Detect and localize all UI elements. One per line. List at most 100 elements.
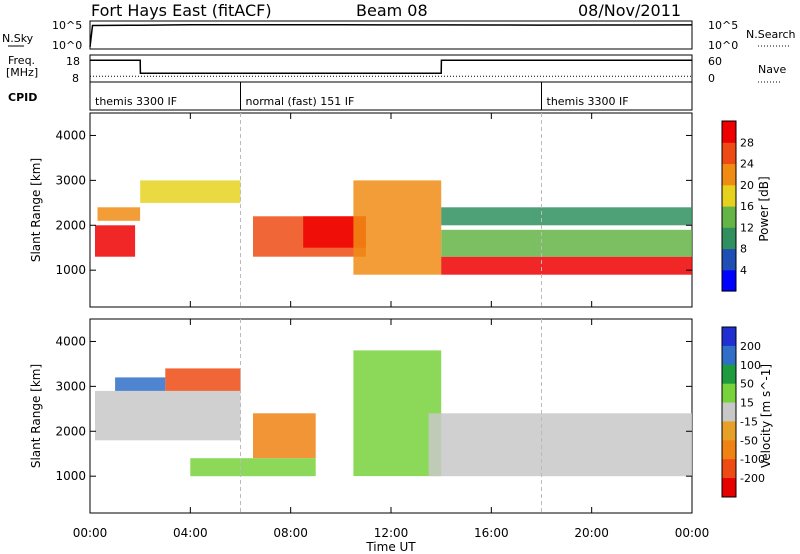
colorbar-swatch <box>722 421 736 441</box>
cpid-segment-label: themis 3300 IF <box>95 95 177 108</box>
colorbar-swatch <box>722 383 736 404</box>
freq-line <box>90 59 692 75</box>
colorbar-swatch <box>722 248 736 271</box>
cpid-segment-label: themis 3300 IF <box>547 95 629 108</box>
data-band <box>441 256 692 275</box>
freq-left-tick-top: 18 <box>66 55 80 68</box>
colorbar-tick-label: 8 <box>740 243 747 256</box>
data-band <box>253 413 316 459</box>
cpid-label: CPID <box>8 91 37 104</box>
data-band <box>353 180 442 275</box>
cpid-segment-label: normal (fast) 151 IF <box>246 95 355 108</box>
noise-left-tick-top: 10^5 <box>52 19 82 32</box>
x-tick-label: 16:00 <box>474 526 509 540</box>
data-band <box>190 458 316 477</box>
colorbar-swatch <box>722 163 736 186</box>
power-colorbar: 4 8 12 16 20 24 28 <box>721 120 754 292</box>
noise-right-tick-bottom: 10^0 <box>708 39 738 52</box>
data-band <box>353 350 442 477</box>
nave-label: Nave <box>758 63 786 76</box>
colorbar-swatch <box>722 227 736 250</box>
y-tick-label: 4000 <box>55 128 86 142</box>
power-data <box>95 113 692 307</box>
power-axis: 1000 2000 3000 4000 <box>55 113 693 307</box>
colorbar-swatch <box>722 269 736 292</box>
beam-label: Beam 08 <box>356 1 428 20</box>
data-band <box>441 207 692 226</box>
noise-search-label: N.Search <box>746 28 796 41</box>
freq-label-2: [MHz] <box>6 66 38 79</box>
colorbar-tick-label: 20 <box>740 179 754 192</box>
cpid-panel-frame <box>89 81 693 111</box>
colorbar-tick-label: -100 <box>740 453 765 466</box>
data-band <box>115 377 166 391</box>
colorbar-tick-label: 24 <box>740 158 754 171</box>
freq-left-tick-bottom: 8 <box>72 72 79 85</box>
colorbar-frame <box>721 326 737 498</box>
data-band <box>95 225 136 257</box>
data-band <box>165 368 241 391</box>
x-axis-label: Time UT <box>365 540 416 554</box>
colorbar-swatch <box>722 478 736 498</box>
noise-sky-line <box>89 23 693 48</box>
noise-series <box>89 23 693 48</box>
y-tick-label: 3000 <box>55 379 86 393</box>
y-tick-label: 1000 <box>55 469 86 483</box>
data-band <box>95 390 241 441</box>
colorbar-swatch <box>722 206 736 228</box>
y-tick-label: 2000 <box>55 218 86 232</box>
x-tick-label: 04:00 <box>173 526 208 540</box>
y-tick-label: 2000 <box>55 424 86 438</box>
colorbar-tick-label: -200 <box>740 472 765 485</box>
x-tick-label: 08:00 <box>273 526 308 540</box>
colorbar-swatch <box>722 459 736 479</box>
x-tick-label: 20:00 <box>574 526 609 540</box>
data-band <box>441 229 692 257</box>
noise-right-tick-top: 10^5 <box>708 19 738 32</box>
plot-title: Fort Hays East (fitACF) <box>91 1 272 20</box>
x-tick-label: 00:00 <box>73 526 108 540</box>
y-tick-label: 4000 <box>55 334 86 348</box>
colorbar-tick-label: 15 <box>740 397 754 410</box>
colorbar-tick-label: 28 <box>740 136 754 149</box>
colorbar-tick-label: 100 <box>740 359 761 372</box>
colorbar-swatch <box>722 364 736 385</box>
freq-right-tick-top: 60 <box>708 55 722 68</box>
cpid-segments: themis 3300 IF normal (fast) 151 IF themis… <box>95 82 629 110</box>
colorbar-tick-label: -15 <box>740 415 758 428</box>
power-colorbar-label: Power [dB] <box>757 176 771 241</box>
noise-panel-frame <box>89 20 693 50</box>
colorbar-swatch <box>722 121 736 143</box>
x-tick-label: 00:00 <box>675 526 710 540</box>
x-tick-label: 12:00 <box>374 526 409 540</box>
colorbar-tick-label: 200 <box>740 340 761 353</box>
colorbar-swatch <box>722 402 736 422</box>
x-axis-ticks: 00:00 04:00 08:00 12:00 16:00 20:00 00:00 <box>73 526 710 540</box>
colorbar-swatch <box>722 345 736 366</box>
colorbar-tick-label: 4 <box>740 264 747 277</box>
colorbar-tick-label: 50 <box>740 378 754 391</box>
colorbar-tick-label: 12 <box>740 221 754 234</box>
freq-label-1: Freq. <box>8 54 35 67</box>
y-tick-label: 1000 <box>55 263 86 277</box>
data-band <box>428 413 692 477</box>
data-band <box>140 180 241 203</box>
freq-panel-frame <box>89 54 693 83</box>
data-band <box>97 207 141 221</box>
noise-sky-label: N.Sky <box>2 32 34 45</box>
date-label: 08/Nov/2011 <box>578 1 681 20</box>
colorbar-tick-label: -50 <box>740 434 758 447</box>
y-tick-label: 3000 <box>55 173 86 187</box>
colorbar-frame <box>721 120 737 292</box>
power-ylabel: Slant Range [km] <box>29 158 43 262</box>
noise-left-tick-bottom: 10^0 <box>52 39 82 52</box>
colorbar-swatch <box>722 184 736 207</box>
velocity-colorbar: 200 100 50 15 -15 -50 -100 -200 <box>721 326 765 498</box>
freq-series <box>90 59 692 77</box>
colorbar-swatch <box>722 440 736 460</box>
colorbar-swatch <box>722 142 736 165</box>
velocity-axis: 1000 2000 3000 4000 <box>55 319 693 513</box>
colorbar-tick-label: 16 <box>740 200 754 213</box>
colorbar-swatch <box>722 327 736 347</box>
